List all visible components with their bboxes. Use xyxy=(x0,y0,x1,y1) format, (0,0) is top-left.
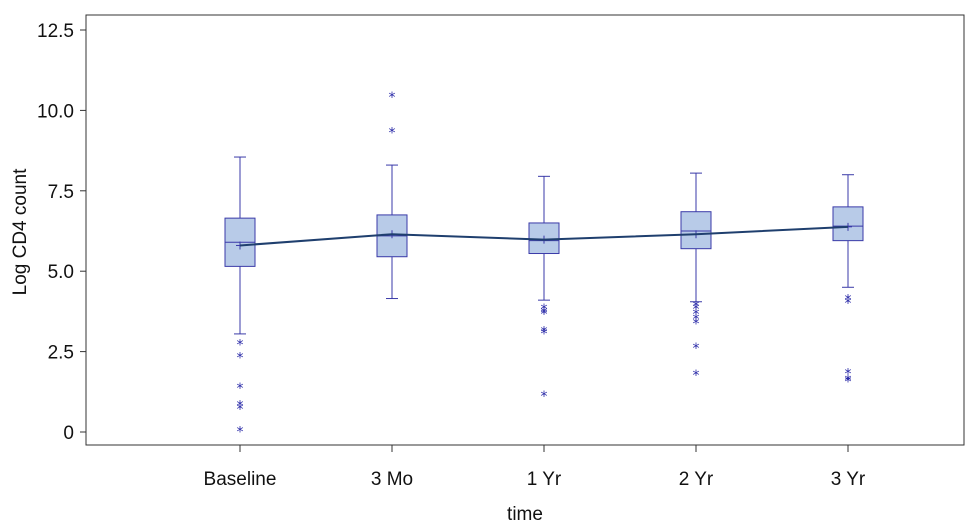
box-3-mo xyxy=(376,164,408,300)
y-tick-label: 2.5 xyxy=(48,343,74,364)
outlier-point: * xyxy=(237,402,244,418)
y-tick-label: 7.5 xyxy=(48,182,74,203)
x-tick-label: Baseline xyxy=(204,469,277,490)
outlier-point: * xyxy=(541,305,548,321)
y-axis-title: Log CD4 count xyxy=(10,168,31,295)
outlier-point: * xyxy=(237,338,244,354)
y-tick-label: 12.5 xyxy=(37,21,74,42)
box-series xyxy=(224,156,864,335)
x-tick-label: 3 Mo xyxy=(371,469,413,490)
box-2-yr xyxy=(680,172,712,303)
outlier-point: * xyxy=(693,312,700,328)
outlier-point: * xyxy=(693,299,700,315)
x-axis-title: time xyxy=(507,504,543,525)
plot-frame xyxy=(85,14,965,446)
y-tick-label: 0 xyxy=(63,423,74,444)
outlier-point: * xyxy=(541,389,548,405)
box-3-yr xyxy=(832,174,864,288)
outlier-point: * xyxy=(541,302,548,318)
outlier-point: * xyxy=(389,90,396,106)
y-tick-label: 10.0 xyxy=(37,101,74,122)
outlier-point: * xyxy=(693,317,700,333)
outlier-point: * xyxy=(845,296,852,312)
x-tick-label: 3 Yr xyxy=(831,469,866,490)
outlier-point: * xyxy=(237,399,244,415)
x-tick-label: 1 Yr xyxy=(527,469,562,490)
box-baseline xyxy=(224,156,256,335)
outlier-point: * xyxy=(541,307,548,323)
outlier-point: * xyxy=(237,381,244,397)
y-tick-label: 5.0 xyxy=(48,262,74,283)
outlier-point: * xyxy=(845,375,852,391)
outlier-point: * xyxy=(693,341,700,357)
outlier-point: * xyxy=(541,326,548,342)
outlier-point: * xyxy=(693,307,700,323)
x-axis: Baseline 3 Mo 1 Yr 2 Yr 3 Yr xyxy=(204,445,866,490)
outlier-point: * xyxy=(845,373,852,389)
outlier-point: * xyxy=(389,125,396,141)
outlier-point: * xyxy=(237,424,244,440)
mean-line xyxy=(239,225,849,247)
outlier-point: * xyxy=(845,367,852,383)
outlier-point: * xyxy=(693,368,700,384)
x-tick-label: 2 Yr xyxy=(679,469,714,490)
y-axis: 0 2.5 5.0 7.5 10.0 12.5 xyxy=(37,21,86,444)
outlier-point: * xyxy=(693,302,700,318)
box-1-yr xyxy=(528,175,560,301)
outlier-point: * xyxy=(237,350,244,366)
iqr-box xyxy=(680,211,712,250)
outlier-point: * xyxy=(845,293,852,309)
outlier-point: * xyxy=(541,325,548,341)
outlier-series: ************************** xyxy=(237,90,852,440)
